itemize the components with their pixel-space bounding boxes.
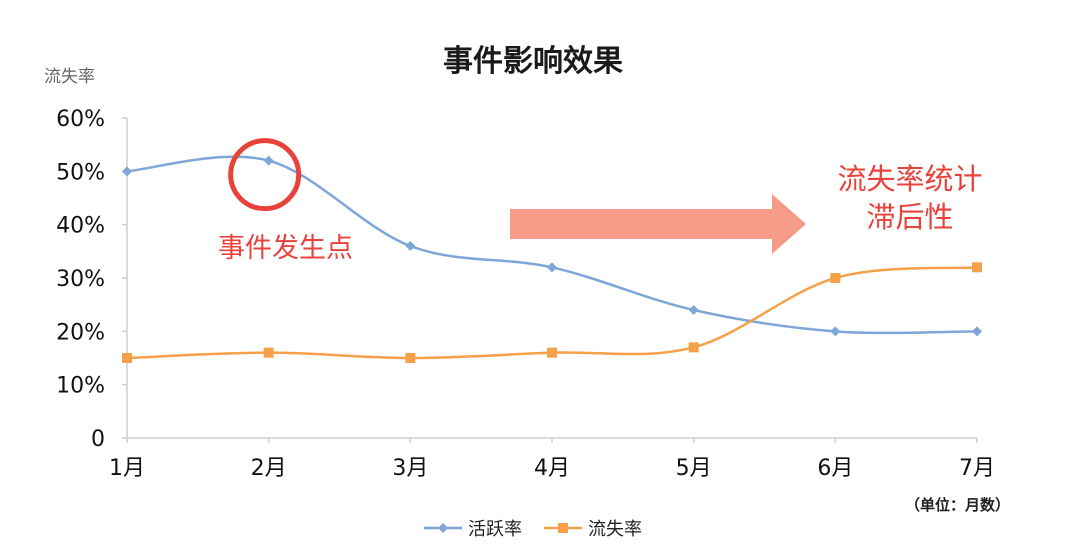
unit-note: （单位：月数） (904, 496, 1010, 514)
diamond-line-icon (424, 523, 462, 533)
y-tick-label: 10% (56, 374, 105, 399)
data-point-active-rate (688, 305, 699, 315)
data-point-active-rate (830, 326, 841, 337)
data-point-churn-rate (830, 273, 841, 283)
x-tick-label: 1月 (109, 456, 145, 481)
x-tick-label: 7月 (959, 456, 995, 481)
legend-item-active-rate: 活跃率 (424, 515, 522, 541)
data-point-churn-rate (547, 347, 557, 358)
data-point-churn-rate (688, 342, 699, 353)
x-tick-label: 6月 (817, 456, 853, 481)
y-tick-label: 30% (56, 267, 105, 292)
legend-item-churn-rate: 流失率 (544, 515, 642, 541)
data-point-churn-rate (405, 353, 416, 363)
x-tick-label: 5月 (676, 456, 712, 481)
series-line-churn-rate (126, 266, 978, 360)
y-tick-label: 60% (56, 107, 105, 132)
data-point-churn-rate (263, 347, 274, 358)
legend: 活跃率 流失率 (0, 515, 1066, 541)
event-point-label: 事件发生点 (218, 233, 353, 264)
x-tick-label: 4月 (534, 456, 570, 481)
legend-label-churn-rate: 流失率 (588, 519, 642, 540)
lag-arrow-shape (510, 194, 806, 254)
data-point-churn-rate (122, 353, 132, 363)
data-point-active-rate (972, 326, 982, 337)
chart-title: 事件影响效果 (443, 44, 623, 79)
lag-annotation-line-1: 流失率统计 (837, 162, 983, 196)
x-tick-label: 3月 (392, 456, 428, 481)
event-highlight-circle (228, 138, 302, 212)
square-line-icon (544, 523, 582, 533)
data-point-active-rate (405, 241, 416, 251)
y-tick-label: 20% (56, 320, 105, 345)
data-point-active-rate (122, 166, 132, 177)
y-tick-label: 0 (91, 427, 105, 452)
data-point-churn-rate (972, 262, 982, 273)
data-point-active-rate (547, 262, 557, 273)
y-tick-label: 40% (56, 214, 105, 239)
y-axis-label: 流失率 (44, 67, 95, 87)
lag-annotation: 流失率统计 滞后性 (820, 160, 1000, 236)
y-tick-label: 50% (56, 160, 105, 185)
lag-annotation-line-2: 滞后性 (866, 200, 954, 234)
legend-label-active-rate: 活跃率 (468, 519, 522, 540)
x-tick-label: 2月 (251, 456, 287, 481)
data-point-active-rate (263, 155, 274, 166)
